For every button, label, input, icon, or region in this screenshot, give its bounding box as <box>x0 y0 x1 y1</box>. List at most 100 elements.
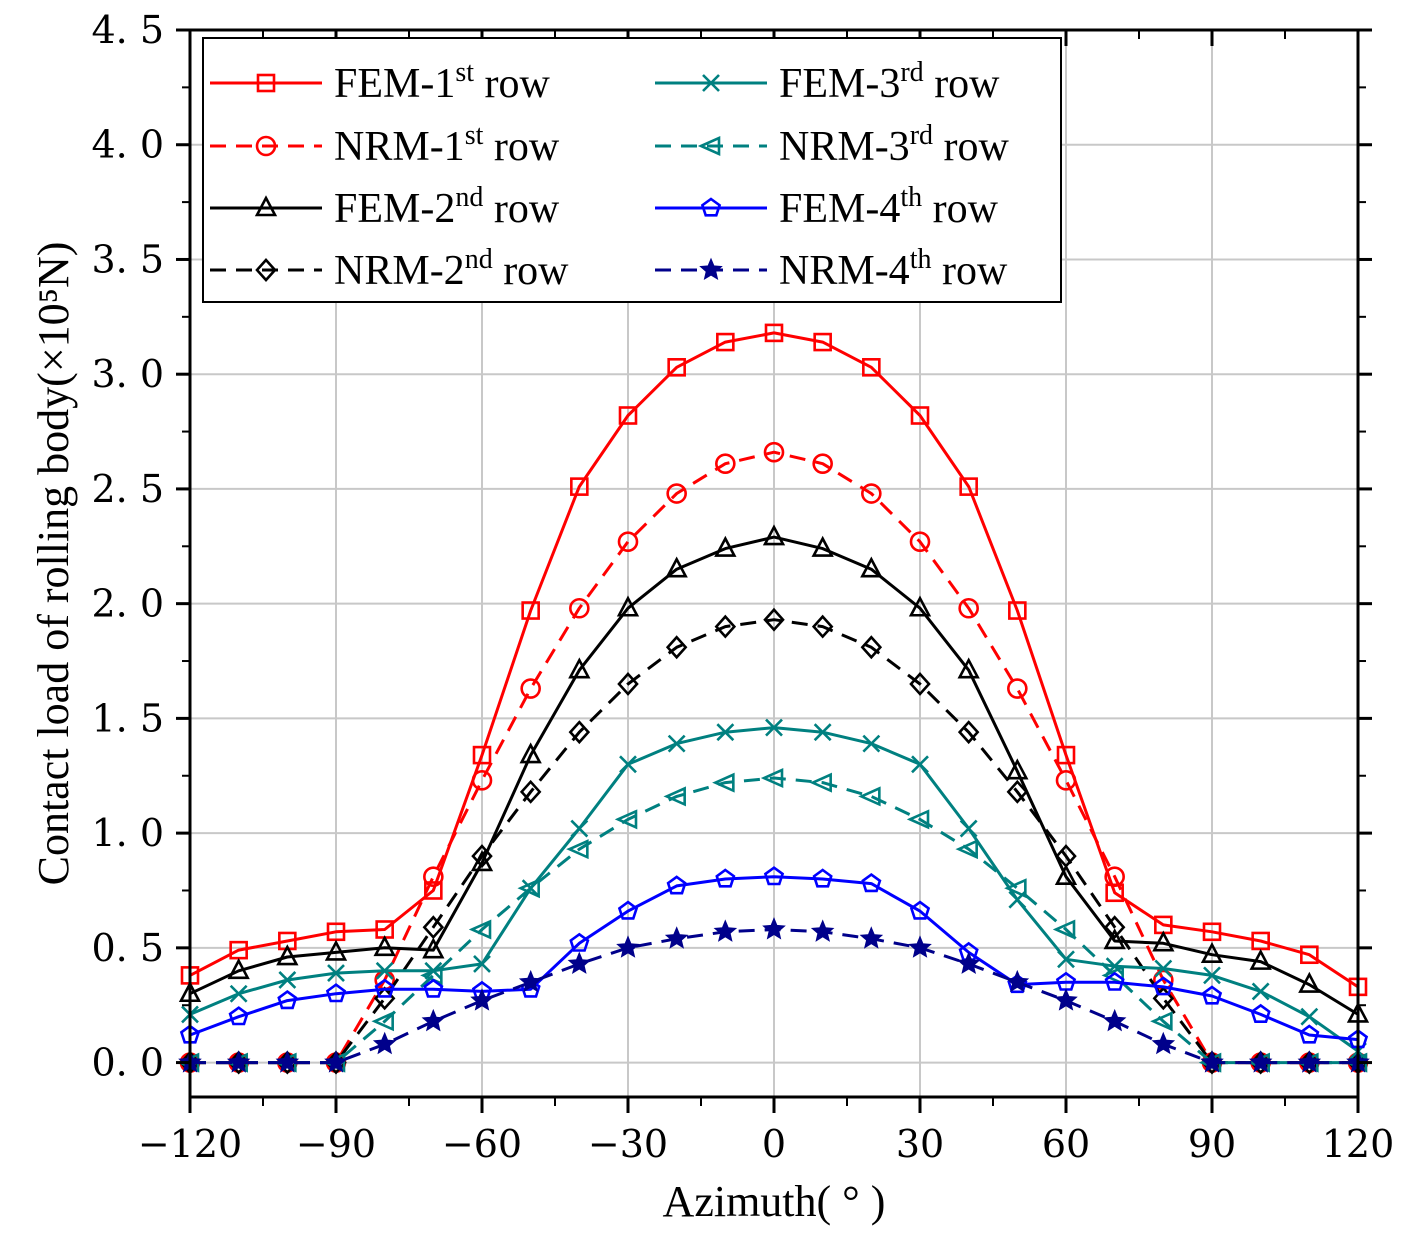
data-point <box>1004 878 1027 899</box>
data-point <box>1057 950 1075 969</box>
data-point <box>226 1050 251 1073</box>
data-point <box>667 734 686 753</box>
data-point <box>1006 779 1029 804</box>
data-point <box>697 135 721 157</box>
data-point <box>423 978 444 998</box>
data-point <box>1251 982 1270 1001</box>
data-point <box>664 926 689 949</box>
data-point <box>1300 945 1319 965</box>
data-point <box>1104 866 1125 888</box>
tick-labels: −120 −90 −60 −30 0 30 60 90 120 0. 0 0. 5 1. 0 1. 5 2… <box>91 8 1394 1166</box>
data-point <box>1052 919 1076 940</box>
series-5 <box>181 718 1367 1061</box>
data-point <box>470 988 494 1011</box>
data-point <box>1056 745 1076 765</box>
data-point <box>959 477 978 496</box>
data-point <box>699 257 723 281</box>
data-point <box>716 332 735 352</box>
data-point <box>1154 959 1173 978</box>
data-point <box>858 786 881 807</box>
x-axis-title: Azimuth( ° ) <box>663 1177 886 1226</box>
data-point <box>908 935 932 958</box>
data-point <box>518 969 543 993</box>
data-point <box>1103 915 1126 940</box>
legend-label: FEM-2nd row <box>334 182 560 232</box>
data-point <box>471 844 493 869</box>
data-point <box>861 872 882 893</box>
axis-ticks <box>176 28 1372 1113</box>
data-point <box>1203 966 1221 985</box>
series-line <box>189 535 1359 1016</box>
data-point <box>619 755 637 774</box>
data-point <box>700 197 722 217</box>
data-point <box>1202 922 1222 942</box>
data-point <box>278 971 297 989</box>
data-point <box>667 358 686 377</box>
legend-label: NRM-2nd row <box>334 244 569 294</box>
data-point <box>860 556 883 578</box>
data-point <box>760 768 784 789</box>
legend-label: NRM-4th row <box>779 244 1008 294</box>
data-point <box>1300 1007 1319 1026</box>
data-point <box>1298 971 1321 993</box>
data-point <box>1200 1050 1224 1073</box>
legend-box <box>202 37 1062 303</box>
data-point <box>811 614 834 639</box>
data-point <box>373 935 396 957</box>
data-point <box>375 961 394 980</box>
data-point <box>911 755 929 774</box>
data-point <box>567 951 592 974</box>
y-tick-label: 4. 0 <box>91 123 164 167</box>
data-point <box>702 74 720 92</box>
data-point <box>371 1011 394 1032</box>
data-point <box>714 614 737 639</box>
data-point <box>813 723 832 742</box>
data-point <box>713 919 738 942</box>
data-point <box>663 786 686 807</box>
x-tick-label: −90 <box>296 1122 376 1166</box>
data-point <box>255 135 277 157</box>
y-tick-label: 1. 5 <box>91 696 164 740</box>
data-point <box>468 919 492 940</box>
data-point <box>520 678 541 699</box>
data-point <box>715 868 736 888</box>
data-point <box>1248 1050 1273 1073</box>
data-point <box>762 917 786 940</box>
data-point <box>568 657 591 679</box>
data-point <box>255 258 277 282</box>
data-point <box>519 742 542 764</box>
data-point <box>714 535 737 557</box>
data-point <box>472 745 492 765</box>
data-point <box>909 531 931 553</box>
data-point <box>1200 941 1224 964</box>
data-point <box>763 866 785 886</box>
x-tick-label: −60 <box>442 1122 522 1166</box>
data-point <box>712 772 735 793</box>
data-point <box>421 1008 446 1032</box>
data-point <box>910 406 930 425</box>
data-point <box>570 477 589 496</box>
legend-label: FEM-4th row <box>779 182 999 232</box>
series-line <box>189 331 1359 989</box>
legend-entry: FEM-2nd row <box>210 182 560 232</box>
data-point <box>956 951 981 974</box>
series-line <box>189 875 1359 1042</box>
data-point <box>764 323 784 343</box>
data-point <box>665 635 688 660</box>
data-point <box>1008 601 1027 620</box>
legend-entry: NRM-2nd row <box>210 244 569 294</box>
data-point <box>422 937 445 959</box>
data-point <box>473 954 491 973</box>
data-point <box>566 839 589 860</box>
data-point <box>812 868 833 888</box>
legend-entry: NRM-1st row <box>210 120 560 170</box>
legend-label: NRM-1st row <box>334 120 560 170</box>
data-point <box>1153 976 1174 996</box>
data-point <box>715 453 736 474</box>
series-8 <box>178 917 1370 1073</box>
data-point <box>569 597 590 619</box>
data-point <box>909 900 931 920</box>
data-point <box>763 441 785 463</box>
data-point <box>957 720 980 745</box>
